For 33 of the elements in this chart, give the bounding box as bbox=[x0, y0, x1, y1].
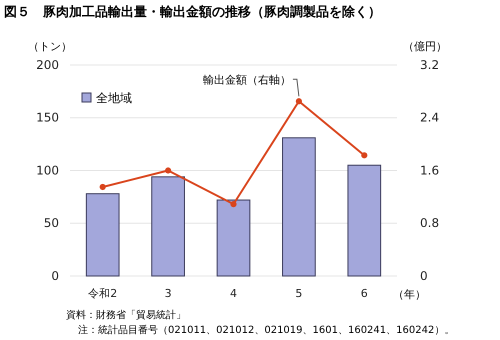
y-tick-label: 0 bbox=[51, 268, 59, 283]
x-tick-label: 6 bbox=[360, 286, 368, 300]
y-tick-label: 50 bbox=[44, 216, 59, 230]
point bbox=[100, 184, 106, 190]
chart-title: 図５ 豚肉加工品輸出量・輸出金額の推移（豚肉調製品を除く） bbox=[4, 4, 381, 20]
y-tick-label: 150 bbox=[36, 110, 59, 125]
bar bbox=[151, 176, 185, 276]
x-tick-label: 令和2 bbox=[88, 286, 118, 300]
text: 注：統計品目番号（021011、021012、021019、1601、160241、160242）。 bbox=[78, 324, 454, 336]
y2-tick-label: 1.6 bbox=[420, 163, 440, 178]
y-tick-label: 100 bbox=[36, 163, 59, 178]
point bbox=[296, 98, 302, 104]
bar bbox=[347, 164, 382, 276]
x-tick-label: 4 bbox=[230, 286, 237, 300]
x-axis-title: （年） bbox=[393, 288, 426, 301]
bar bbox=[216, 200, 250, 276]
x-tick-label: 3 bbox=[164, 286, 172, 300]
y2-tick-label: 3.2 bbox=[420, 58, 440, 72]
point bbox=[165, 167, 172, 174]
y-axis-title: （トン） bbox=[28, 40, 72, 53]
point bbox=[230, 201, 237, 208]
y2-tick-label: 0.8 bbox=[420, 216, 440, 230]
y2-axis-title: （億円） bbox=[403, 40, 447, 53]
series-label: 輸出金額（右軸） bbox=[202, 73, 291, 86]
y-tick-label: 200 bbox=[36, 58, 59, 72]
x-tick-label: 5 bbox=[295, 286, 302, 300]
point bbox=[361, 152, 368, 158]
legend-label: 全地域 bbox=[96, 91, 132, 105]
text: 資料：財務省「貿易統計」 bbox=[66, 309, 186, 321]
y2-tick-label: 0 bbox=[420, 268, 428, 283]
bar bbox=[282, 137, 316, 276]
y2-tick-label: 2.4 bbox=[420, 110, 440, 125]
bar bbox=[86, 193, 120, 276]
